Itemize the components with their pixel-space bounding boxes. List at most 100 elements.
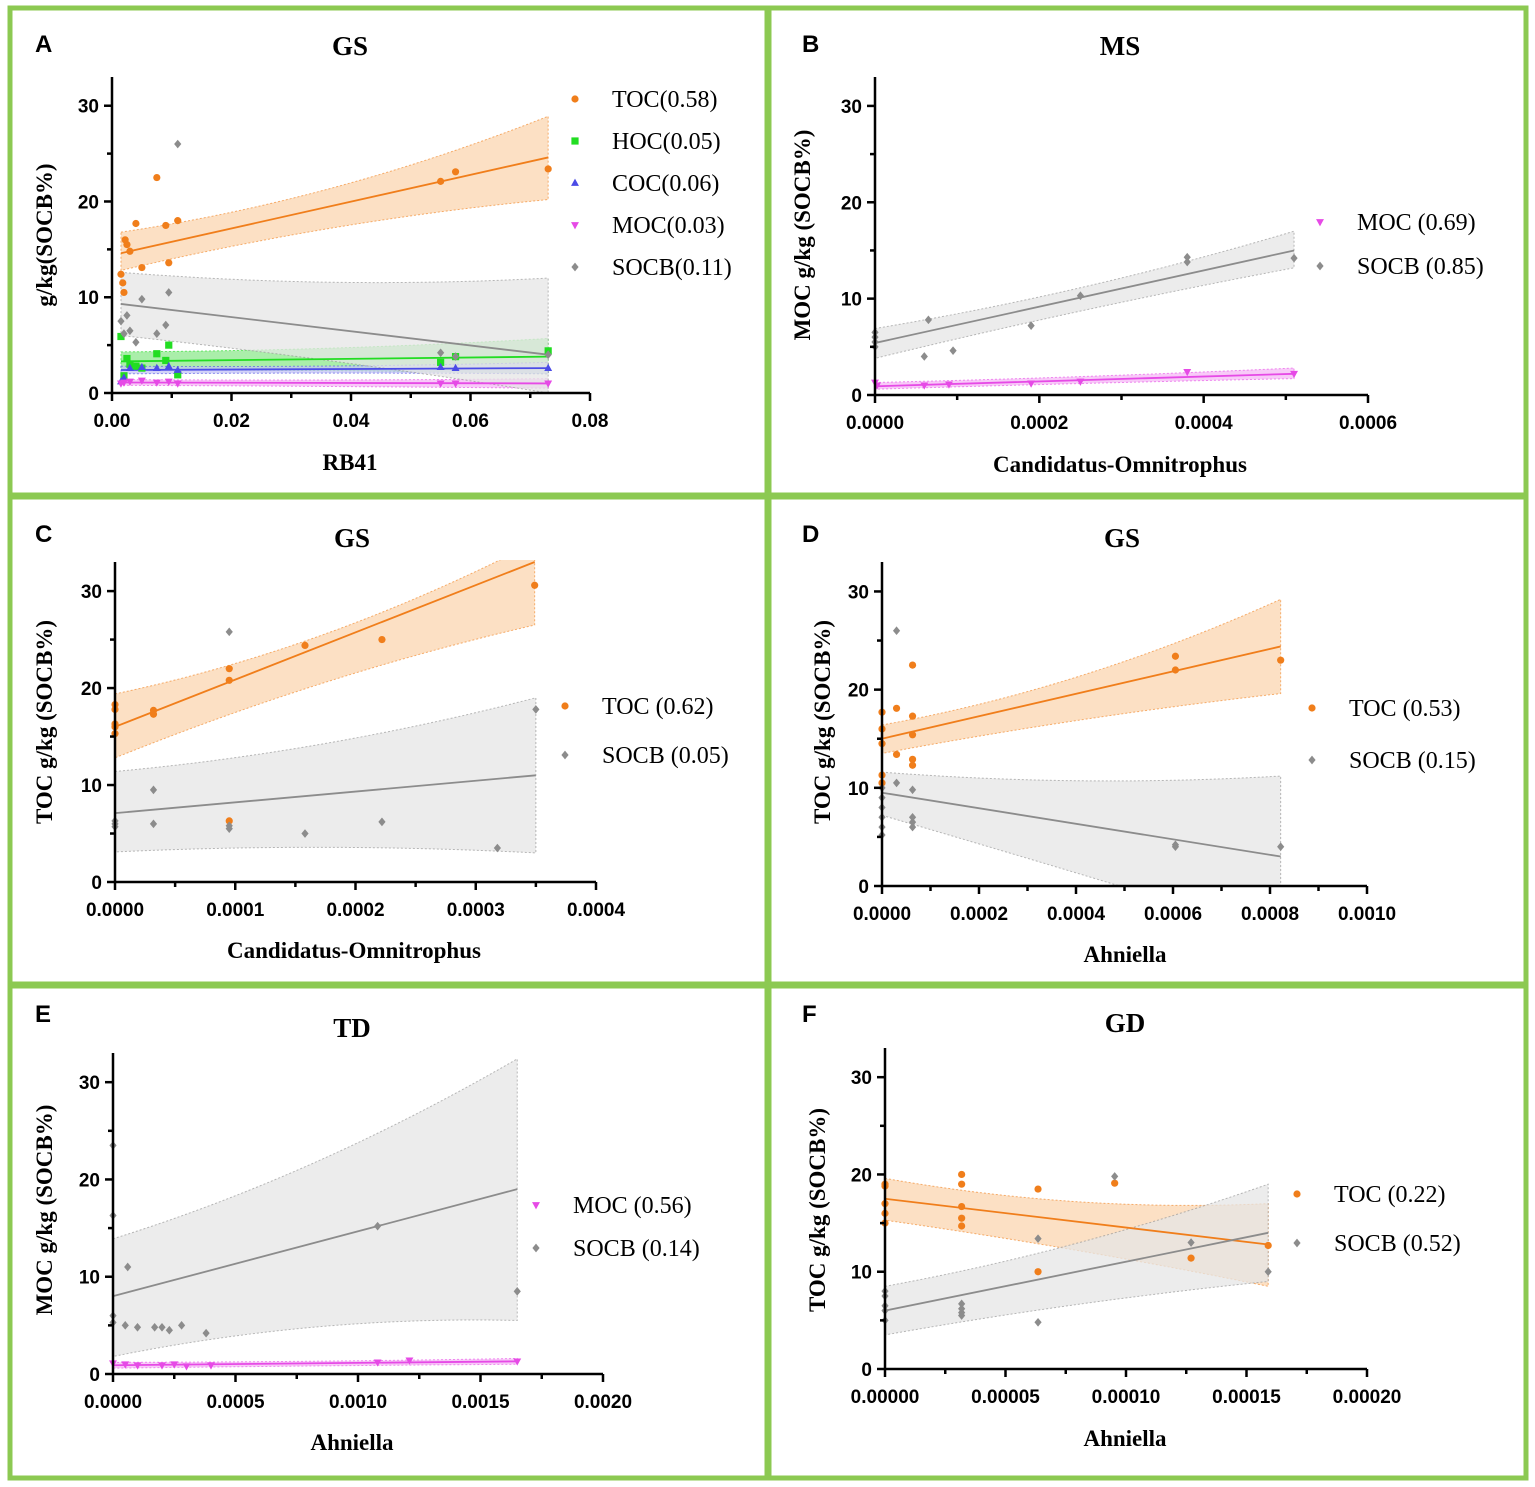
data-point [908, 761, 917, 769]
chart-title: MS [1100, 31, 1141, 61]
data-point [117, 316, 125, 326]
band-socb [115, 697, 537, 854]
band-toc [115, 560, 536, 759]
data-point [165, 1325, 173, 1335]
y-tick-label: 20 [848, 681, 869, 702]
data-point [908, 661, 917, 669]
legend-marker [571, 137, 579, 145]
band-socb [875, 230, 1295, 359]
x-tick-label: 0.00000 [851, 1387, 920, 1408]
data-point [908, 817, 917, 827]
data-point [531, 581, 539, 589]
y-tick-label: 30 [78, 97, 99, 118]
x-tick-label: 0.0006 [1144, 904, 1202, 925]
fit-line-socb [115, 774, 536, 815]
series-moc [117, 377, 553, 388]
data-point [908, 785, 917, 795]
panel-b: 0.0000 0.0002 0.0004 0.0006 0 10 20 30 B MS Candid… [766, 5, 1529, 498]
x-tick-label: 0.00015 [1212, 1387, 1281, 1408]
legend-label: TOC (0.22) [1334, 1182, 1446, 1208]
y-axis-label: g/kg(SOCB%) [32, 163, 57, 306]
x-tick-label: 0.0008 [1241, 904, 1299, 925]
data-point [532, 705, 540, 714]
y-tick-label: 10 [841, 290, 862, 311]
data-point [164, 378, 173, 386]
data-point [117, 270, 125, 278]
y-tick-label: 10 [848, 779, 869, 800]
y-axis-label: MOC g/kg (SOCB%) [790, 130, 815, 341]
data-point [1111, 1179, 1119, 1187]
y-tick-label: 30 [841, 97, 862, 118]
legend-label: SOCB(0.11) [612, 255, 732, 281]
panel-a: 0.00 0.02 0.04 0.06 0.08 0 10 20 30 A GS RB41 g/kg(S… [7, 5, 770, 498]
data-point [436, 362, 445, 371]
data-point [1264, 1267, 1272, 1277]
y-tick-label: 0 [88, 384, 99, 405]
legend: MOC (0.56) SOCB (0.14) [532, 1193, 700, 1262]
x-tick-label: 0.02 [213, 411, 250, 432]
data-point [1034, 1185, 1042, 1193]
legend-label: SOCB (0.52) [1334, 1231, 1461, 1257]
data-point [173, 380, 182, 388]
x-tick-label: 0.0002 [1010, 413, 1068, 434]
y-axis-label: TOC g/kg (SOCB%) [810, 620, 835, 824]
x-tick-label: 0.00020 [1333, 1387, 1402, 1408]
data-point [437, 348, 445, 358]
y-tick-label: 10 [851, 1263, 872, 1284]
fit-line-coc [120, 367, 549, 371]
data-point [1187, 1238, 1195, 1247]
legend-label: TOC (0.62) [602, 694, 714, 720]
data-point [373, 1359, 382, 1367]
fit-line-socb [882, 791, 1281, 858]
legend-label: MOC (0.56) [573, 1193, 692, 1219]
data-point [123, 311, 131, 320]
data-point [158, 1322, 166, 1332]
data-point [133, 1322, 142, 1332]
chart-title: GS [334, 523, 370, 553]
data-point [958, 1311, 966, 1320]
confidence-bands [882, 598, 1282, 886]
y-tick-label: 30 [851, 1068, 872, 1089]
data-point [225, 665, 233, 673]
legend-label: COC(0.06) [612, 171, 719, 197]
x-tick-label: 0.0003 [447, 900, 505, 921]
data-point [173, 365, 182, 373]
y-tick-label: 30 [79, 1073, 100, 1094]
panel-c: 0.0000 0.0001 0.0002 0.0003 0.0004 0 10 20 30 C GS… [7, 494, 770, 987]
data-point [132, 337, 140, 347]
x-tick-label: 0.0020 [574, 1392, 632, 1413]
x-tick-label: 0.0001 [206, 900, 265, 921]
x-axis-label: Ahniella [1083, 1426, 1167, 1451]
data-point [149, 785, 158, 795]
series-socb [117, 139, 552, 361]
data-point [1187, 1254, 1195, 1262]
data-point [920, 352, 928, 361]
data-point [1027, 380, 1036, 388]
panel-f: 0.00000 0.00005 0.00010 0.00015 0.00020 0 10 20… [766, 983, 1529, 1481]
data-point [174, 139, 182, 149]
legend-marker [1316, 219, 1324, 227]
panel-letter: F [802, 1001, 817, 1028]
data-point [174, 371, 182, 379]
legend-marker [571, 178, 579, 186]
data-point [513, 1358, 522, 1366]
legend-marker [1308, 704, 1316, 712]
legend: TOC (0.62) SOCB (0.05) [561, 694, 729, 769]
fit-line-toc [120, 156, 549, 255]
legend: TOC(0.58) HOC(0.05) COC(0.06) MOC(0.03) SOCB… [571, 87, 732, 281]
series-socb [109, 1141, 521, 1338]
data-point [451, 352, 460, 361]
data-point [225, 627, 233, 637]
data-point [119, 373, 128, 381]
series-toc [117, 165, 552, 297]
data-point [225, 676, 233, 684]
x-axis-label: Candidatus-Omnitrophus [227, 938, 481, 963]
data-point [908, 712, 917, 720]
y-tick-label: 10 [79, 1268, 100, 1289]
data-point [544, 380, 553, 388]
fit-line-hoc [120, 355, 549, 363]
x-tick-label: 0.0005 [206, 1392, 265, 1413]
legend-marker [532, 1202, 540, 1210]
panel-letter: A [35, 31, 52, 58]
data-point [958, 1202, 966, 1211]
